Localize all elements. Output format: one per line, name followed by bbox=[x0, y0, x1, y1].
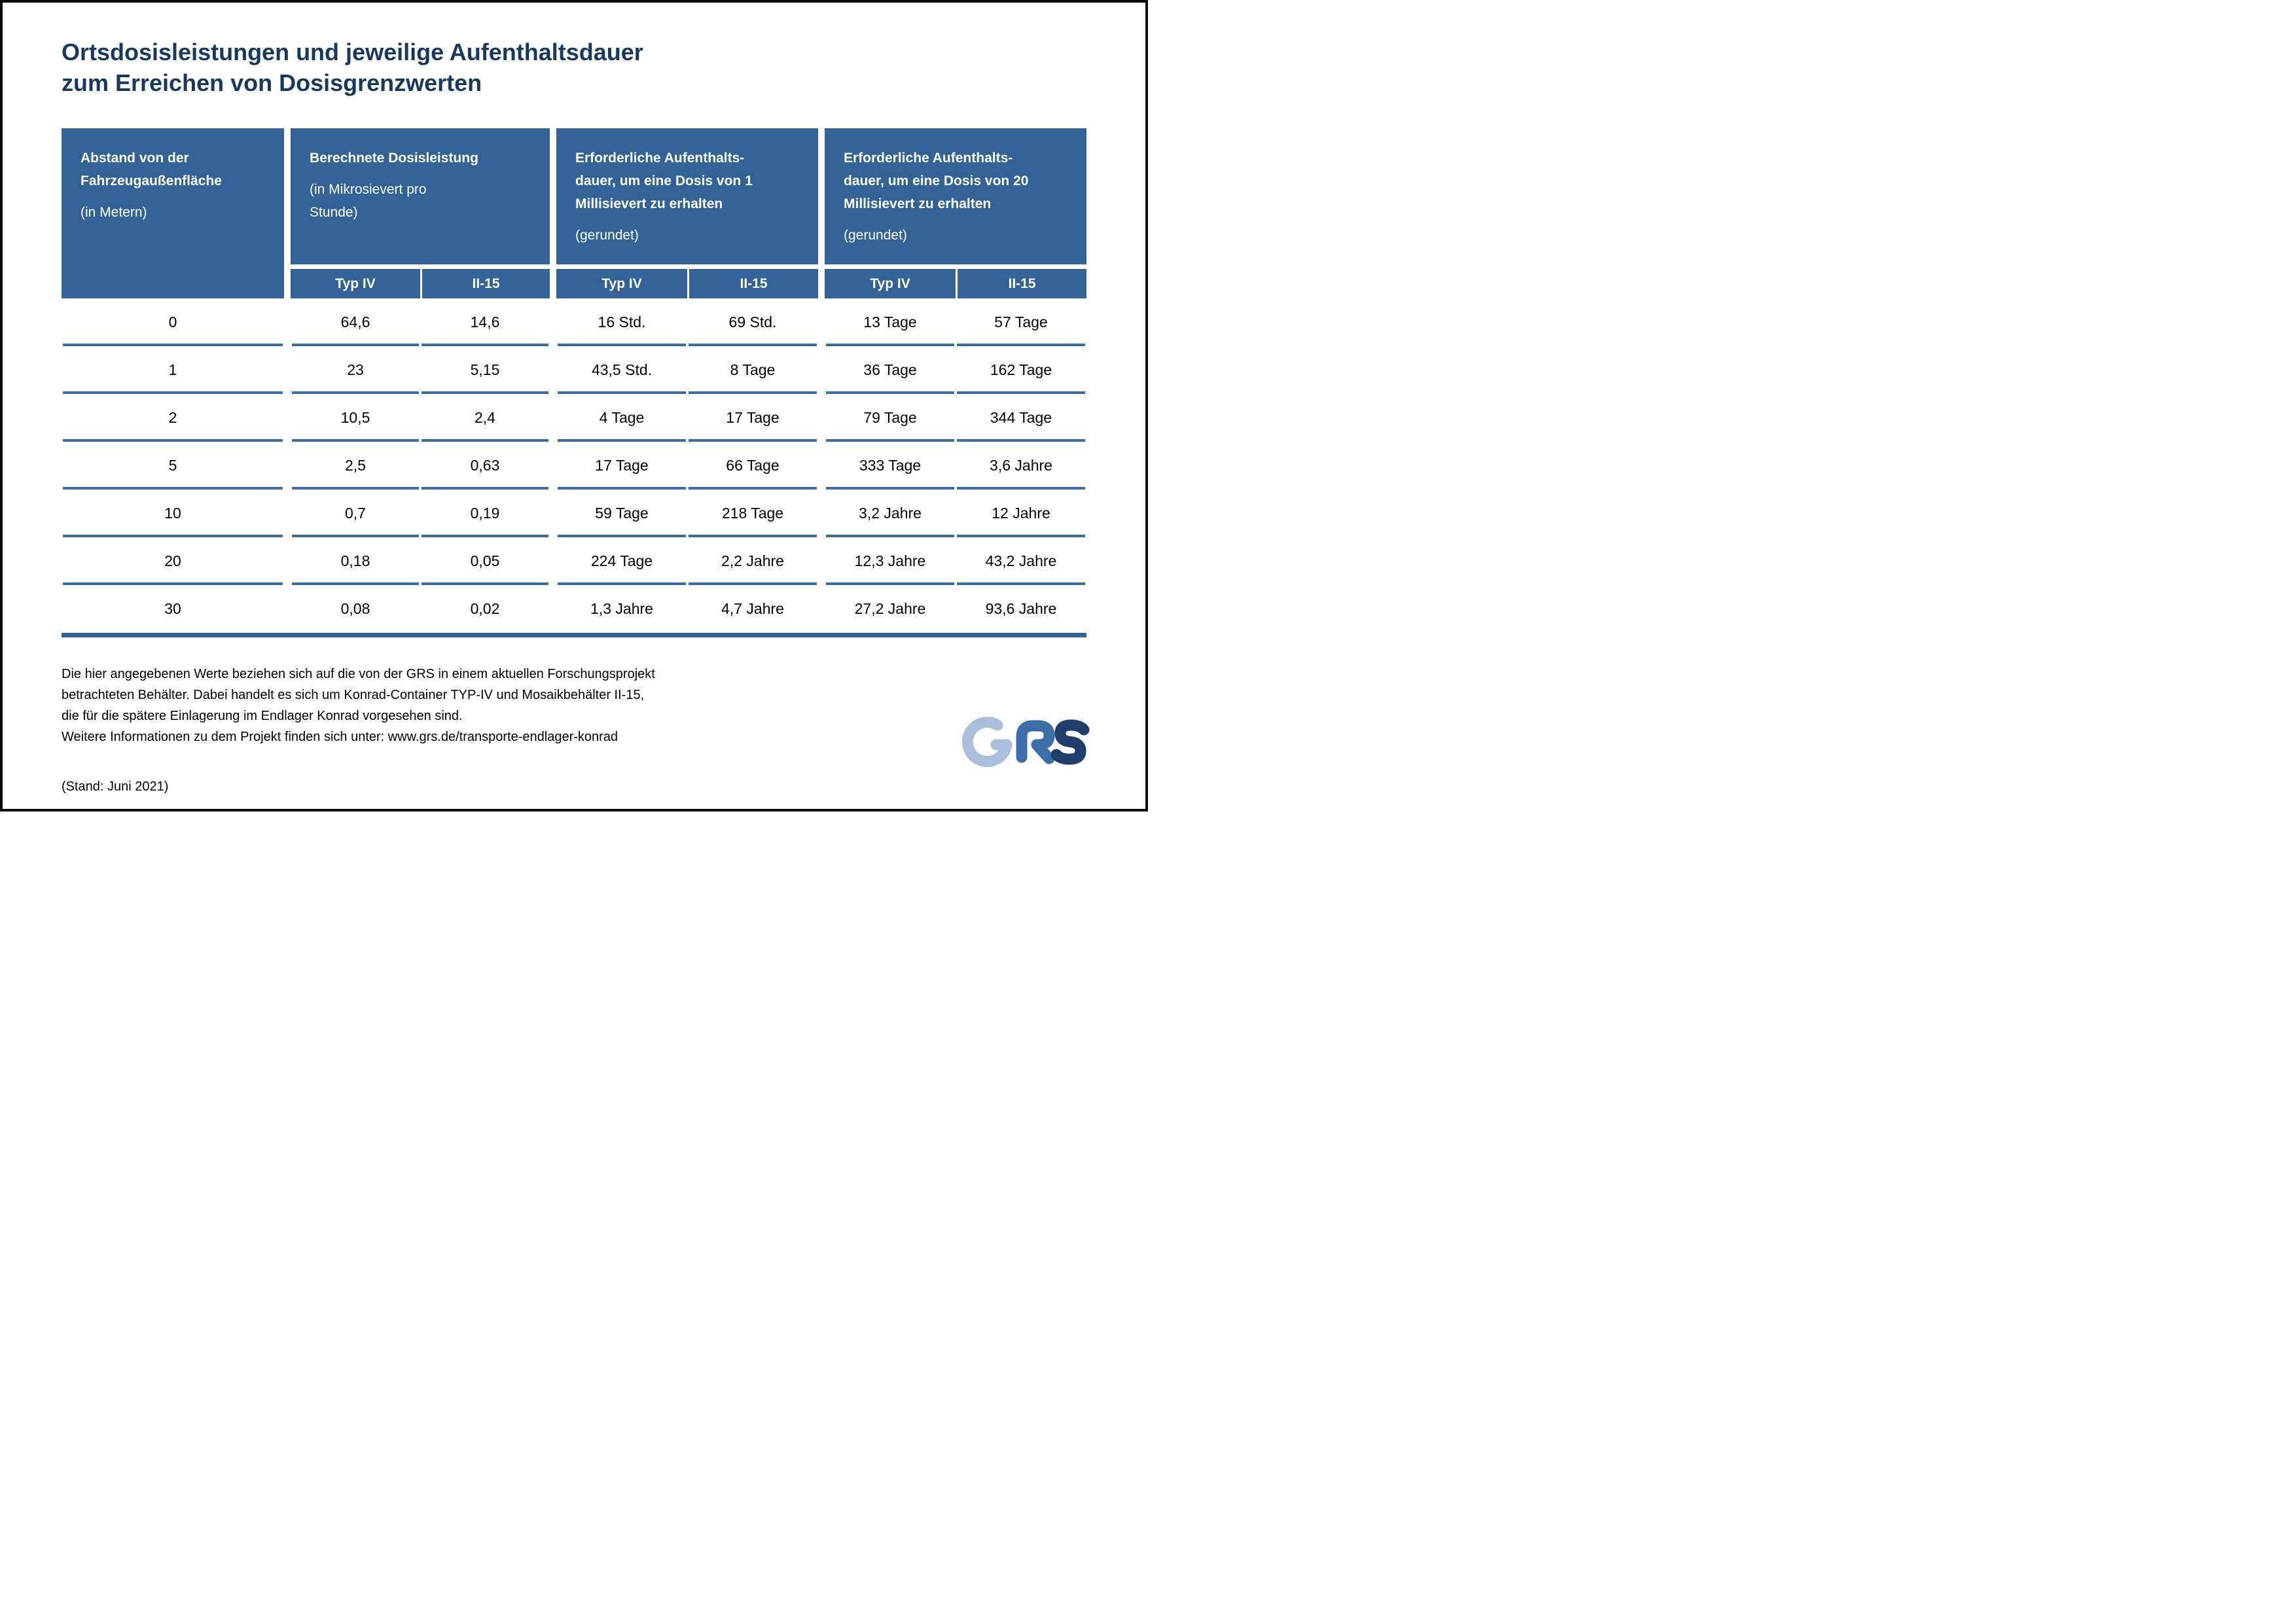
cell-dose-ii-15: 0,63 bbox=[420, 442, 550, 490]
cell-distance: 0 bbox=[62, 298, 284, 346]
subcolumn-header-typ-iv: Typ IV bbox=[291, 269, 420, 298]
footer-note: Die hier angegebenen Werte beziehen sich… bbox=[62, 667, 655, 744]
column-header-dwell-1msv: Erforderliche Aufenthalts- dauer, um ein… bbox=[556, 128, 818, 264]
cell-dose-typ-iv: 10,5 bbox=[291, 394, 420, 442]
cell-dose-typ-iv: 64,6 bbox=[291, 298, 420, 346]
subcolumn-header-ii-15: II-15 bbox=[956, 269, 1086, 298]
column-header-note: (gerundet) bbox=[575, 228, 639, 243]
cell-distance: 2 bbox=[62, 394, 284, 442]
cell-dwell1-typ-iv: 4 Tage bbox=[556, 394, 687, 442]
cell-dwell20-typ-iv: 333 Tage bbox=[825, 442, 956, 490]
column-header-dwell-20msv: Erforderliche Aufenthalts- dauer, um ein… bbox=[825, 128, 1086, 264]
column-header-title: Erforderliche Aufenthalts- dauer, um ein… bbox=[844, 151, 1029, 211]
cell-dwell20-ii-15: 57 Tage bbox=[956, 298, 1086, 346]
cell-dwell20-typ-iv: 79 Tage bbox=[825, 394, 956, 442]
cell-dwell20-ii-15: 3,6 Jahre bbox=[956, 442, 1086, 490]
cell-dwell20-ii-15: 344 Tage bbox=[956, 394, 1086, 442]
cell-dwell1-typ-iv: 43,5 Std. bbox=[556, 346, 687, 394]
cell-dose-typ-iv: 0,7 bbox=[291, 490, 420, 537]
cell-dwell20-ii-15: 43,2 Jahre bbox=[956, 537, 1086, 585]
cell-dose-typ-iv: 0,18 bbox=[291, 537, 420, 585]
column-header-dose-rate: Berechnete Dosisleistung (in Mikrosiever… bbox=[291, 128, 550, 264]
cell-dwell20-ii-15: 162 Tage bbox=[956, 346, 1086, 394]
cell-dwell20-typ-iv: 3,2 Jahre bbox=[825, 490, 956, 537]
footer: Die hier angegebenen Werte beziehen sich… bbox=[62, 664, 1086, 797]
logo-letter-g bbox=[961, 717, 1013, 768]
cell-dwell1-ii-15: 2,2 Jahre bbox=[687, 537, 818, 585]
table-bottom-rule bbox=[62, 633, 1086, 637]
column-header-title: Berechnete Dosisleistung bbox=[310, 151, 478, 166]
subcolumn-header-typ-iv: Typ IV bbox=[556, 269, 687, 298]
cell-dose-ii-15: 0,02 bbox=[470, 600, 500, 617]
cell-dwell1-ii-15: 69 Std. bbox=[687, 298, 818, 346]
column-header-title: Abstand von der Fahrzeugaußenfläche bbox=[81, 151, 222, 188]
cell-distance: 1 bbox=[62, 346, 284, 394]
cell-dwell1-ii-15: 218 Tage bbox=[687, 490, 818, 537]
dose-rate-table: Abstand von der Fahrzeugaußenfläche (in … bbox=[62, 128, 1086, 637]
cell-distance: 30 bbox=[164, 600, 181, 617]
cell-dose-ii-15: 5,15 bbox=[420, 346, 550, 394]
infographic-canvas: Ortsdosisleistungen und jeweilige Aufent… bbox=[0, 0, 1148, 812]
cell-dwell20-typ-iv: 36 Tage bbox=[825, 346, 956, 394]
column-header-note: (gerundet) bbox=[844, 228, 907, 243]
cell-dwell1-typ-iv: 17 Tage bbox=[556, 442, 687, 490]
column-header-distance: Abstand von der Fahrzeugaußenfläche (in … bbox=[62, 128, 284, 298]
cell-dwell20-typ-iv: 27,2 Jahre bbox=[854, 600, 926, 617]
cell-dwell1-ii-15: 8 Tage bbox=[687, 346, 818, 394]
cell-distance: 10 bbox=[62, 490, 284, 537]
cell-dose-typ-iv: 23 bbox=[291, 346, 420, 394]
cell-dwell1-typ-iv: 1,3 Jahre bbox=[590, 600, 653, 617]
column-header-title: Erforderliche Aufenthalts- dauer, um ein… bbox=[575, 151, 753, 211]
column-header-note: (in Metern) bbox=[81, 205, 147, 220]
logo-letter-s bbox=[1050, 719, 1090, 765]
cell-dwell1-ii-15: 17 Tage bbox=[687, 394, 818, 442]
cell-dose-ii-15: 14,6 bbox=[420, 298, 550, 346]
cell-dose-ii-15: 0,19 bbox=[420, 490, 550, 537]
cell-dose-ii-15: 0,05 bbox=[420, 537, 550, 585]
cell-dose-typ-iv: 0,08 bbox=[340, 600, 370, 617]
grs-logo bbox=[960, 709, 1090, 775]
cell-dwell1-ii-15: 66 Tage bbox=[687, 442, 818, 490]
subcolumn-header-ii-15: II-15 bbox=[687, 269, 818, 298]
cell-dwell20-typ-iv: 13 Tage bbox=[825, 298, 956, 346]
cell-dwell1-typ-iv: 224 Tage bbox=[556, 537, 687, 585]
cell-distance: 5 bbox=[62, 442, 284, 490]
column-header-note: (in Mikrosievert pro Stunde) bbox=[310, 182, 427, 220]
cell-dwell20-typ-iv: 12,3 Jahre bbox=[825, 537, 956, 585]
cell-dwell1-ii-15: 4,7 Jahre bbox=[721, 600, 784, 617]
cell-dwell20-ii-15: 93,6 Jahre bbox=[985, 600, 1057, 617]
logo-letter-r bbox=[1016, 720, 1055, 764]
cell-dose-ii-15: 2,4 bbox=[420, 394, 550, 442]
date-stamp: (Stand: Juni 2021) bbox=[62, 779, 169, 794]
cell-dwell1-typ-iv: 59 Tage bbox=[556, 490, 687, 537]
subcolumn-header-typ-iv: Typ IV bbox=[825, 269, 956, 298]
cell-distance: 20 bbox=[62, 537, 284, 585]
cell-dwell20-ii-15: 12 Jahre bbox=[956, 490, 1086, 537]
page-title: Ortsdosisleistungen und jeweilige Aufent… bbox=[62, 39, 643, 96]
cell-dose-typ-iv: 2,5 bbox=[291, 442, 420, 490]
cell-dwell1-typ-iv: 16 Std. bbox=[556, 298, 687, 346]
subcolumn-header-ii-15: II-15 bbox=[420, 269, 550, 298]
